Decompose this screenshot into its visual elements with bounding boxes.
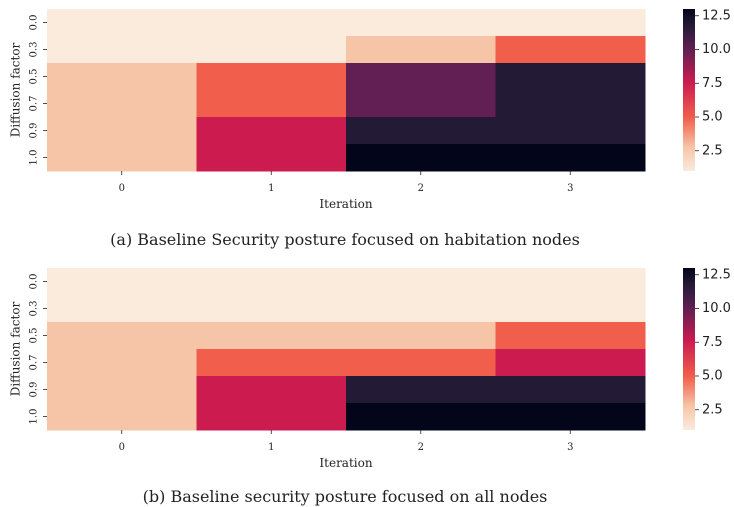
heatmap-cell-a-r1-c3 [495, 36, 646, 64]
colorbar-tick-label: 5.0 [702, 110, 723, 125]
x-tick-label: 0 [119, 183, 125, 194]
heatmap-cell-b-r0-c3 [495, 268, 646, 296]
heatmap-cell-b-r5-c1 [196, 403, 347, 431]
y-tick-label: 0.9 [29, 123, 40, 139]
colorbar-tick-label: 2.5 [702, 402, 723, 417]
colorbar-tick-label: 7.5 [702, 76, 723, 91]
x-axis-label: Iteration [319, 197, 372, 211]
y-tick-label: 0.5 [29, 69, 40, 85]
heatmap-cell-a-r2-c3 [495, 63, 646, 91]
heatmap-cell-b-r2-c3 [495, 322, 646, 350]
heatmap-cell-a-r3-c1 [196, 90, 347, 118]
x-tick-label: 3 [567, 183, 573, 194]
colorbar-tick-label: 7.5 [702, 335, 723, 350]
heatmap-cell-a-r1-c2 [346, 36, 496, 64]
heatmap-cell-b-r5-c0 [47, 403, 197, 431]
heatmap-cell-a-r5-c2 [346, 144, 496, 172]
heatmap-cell-a-r1-c0 [47, 36, 197, 64]
heatmap-cell-b-r2-c1 [196, 322, 347, 350]
x-axis-label: Iteration [319, 456, 372, 470]
colorbar-tick-label: 10.0 [702, 42, 731, 57]
heatmap-cell-a-r2-c2 [346, 63, 496, 91]
heatmap-cell-a-r4-c3 [495, 117, 646, 145]
y-tick-label: 0.3 [29, 301, 40, 317]
heatmap-cell-a-r3-c2 [346, 90, 496, 118]
x-tick-label: 1 [268, 183, 274, 194]
x-tick-label: 2 [418, 442, 424, 453]
y-tick-label: 1.0 [29, 409, 40, 425]
y-axis-label: Diffusion factor [9, 42, 23, 137]
heatmap-cell-b-r2-c2 [346, 322, 496, 350]
y-tick-label: 0.5 [29, 328, 40, 344]
x-tick-label: 3 [567, 442, 573, 453]
figure-caption: (b) Baseline security posture focused on… [143, 487, 548, 506]
heatmap-cell-a-r5-c0 [47, 144, 197, 172]
heatmap-panel-b: 0.0 0.3 0.5 0.7 0.9 1.0 0 1 2 3 Iteration Diffusion… [9, 267, 731, 506]
x-tick-label: 2 [418, 183, 424, 194]
y-tick-label: 0.0 [29, 15, 40, 31]
y-tick-label: 0.7 [29, 355, 40, 371]
colorbar [683, 268, 695, 430]
y-tick-label: 0.9 [29, 382, 40, 398]
heatmap-cell-a-r4-c0 [47, 117, 197, 145]
heatmap-cell-b-r3-c0 [47, 349, 197, 377]
heatmap-cell-a-r0-c0 [47, 9, 197, 37]
x-tick-label: 0 [119, 442, 125, 453]
heatmap-cell-b-r4-c1 [196, 376, 347, 404]
heatmap-cell-a-r2-c0 [47, 63, 197, 91]
heatmap-cell-b-r1-c3 [495, 295, 646, 323]
heatmap-cell-a-r2-c1 [196, 63, 347, 91]
heatmap-cell-b-r1-c1 [196, 295, 347, 323]
heatmap-cell-b-r0-c2 [346, 268, 496, 296]
heatmap-cell-b-r4-c2 [346, 376, 496, 404]
heatmap-cell-a-r4-c1 [196, 117, 347, 145]
y-tick-label: 1.0 [29, 150, 40, 166]
colorbar-tick-label: 2.5 [702, 143, 723, 158]
colorbar-tick-label: 12.5 [702, 267, 731, 282]
figure-caption: (a) Baseline Security posture focused on… [110, 230, 580, 249]
y-tick-label: 0.3 [29, 42, 40, 58]
heatmap-cell-b-r5-c3 [495, 403, 646, 431]
heatmap-cell-b-r1-c2 [346, 295, 496, 323]
heatmap-cell-a-r4-c2 [346, 117, 496, 145]
heatmap-panel-a: 0.0 0.3 0.5 0.7 0.9 1.0 0 1 2 3 Iteration Diffusion… [9, 8, 731, 249]
y-axis-label: Diffusion factor [9, 301, 23, 396]
heatmap-cell-b-r5-c2 [346, 403, 496, 431]
y-tick-label: 0.0 [29, 274, 40, 290]
colorbar-tick-label: 12.5 [702, 8, 731, 23]
heatmap-cell-b-r0-c0 [47, 268, 197, 296]
heatmap-cell-a-r5-c1 [196, 144, 347, 172]
heatmap-cell-b-r1-c0 [47, 295, 197, 323]
heatmap-cell-b-r3-c1 [196, 349, 347, 377]
heatmap-cell-a-r0-c3 [495, 9, 646, 37]
heatmap-cell-a-r0-c1 [196, 9, 347, 37]
heatmap-cell-a-r0-c2 [346, 9, 496, 37]
colorbar-tick-label: 5.0 [702, 369, 723, 384]
heatmap-cell-b-r3-c2 [346, 349, 496, 377]
colorbar [683, 9, 695, 171]
heatmap-cell-b-r4-c0 [47, 376, 197, 404]
heatmap-cell-a-r3-c0 [47, 90, 197, 118]
heatmap-cell-a-r1-c1 [196, 36, 347, 64]
x-tick-label: 1 [268, 442, 274, 453]
colorbar-tick-label: 10.0 [702, 301, 731, 316]
heatmap-cell-b-r2-c0 [47, 322, 197, 350]
heatmap-cell-b-r3-c3 [495, 349, 646, 377]
heatmap-cell-b-r4-c3 [495, 376, 646, 404]
heatmap-cell-b-r0-c1 [196, 268, 347, 296]
heatmap-cell-a-r5-c3 [495, 144, 646, 172]
heatmap-cell-a-r3-c3 [495, 90, 646, 118]
y-tick-label: 0.7 [29, 96, 40, 112]
